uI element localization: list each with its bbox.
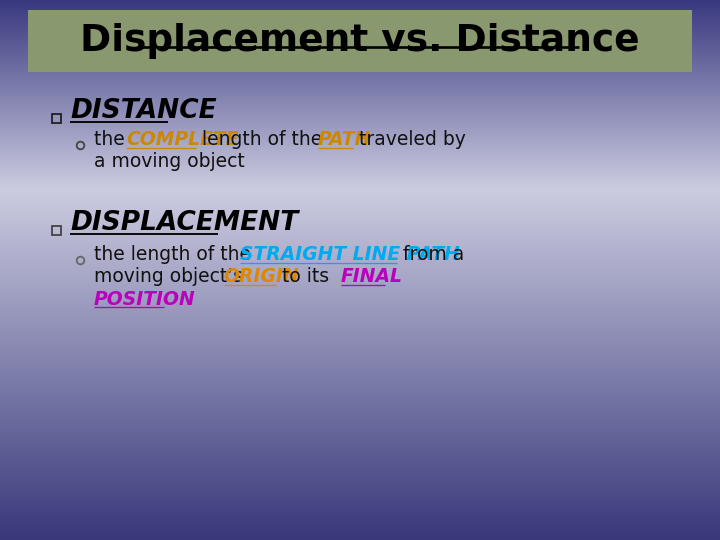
Text: PATH: PATH [318,130,371,149]
Text: the: the [94,130,131,149]
Text: Displacement vs. Distance: Displacement vs. Distance [80,23,640,59]
Bar [52,114,61,123]
Text: to its: to its [276,267,336,286]
Text: moving object’s: moving object’s [94,267,249,286]
Text: from a: from a [397,245,464,264]
Text: ORIGIN: ORIGIN [224,267,300,286]
Text: FINAL: FINAL [341,267,403,286]
Bar [52,226,61,235]
Text: length of the: length of the [197,130,328,149]
Text: the length of the: the length of the [94,245,257,264]
Text: traveled by: traveled by [353,130,466,149]
Text: a moving object: a moving object [94,152,245,171]
Text: DISPLACEMENT: DISPLACEMENT [70,210,298,236]
Text: COMPLETE: COMPLETE [127,130,239,149]
Text: DISTANCE: DISTANCE [70,98,217,124]
Bar [28,10,692,72]
Text: STRAIGHT LINE PATH: STRAIGHT LINE PATH [240,245,459,264]
Text: POSITION: POSITION [94,289,196,308]
